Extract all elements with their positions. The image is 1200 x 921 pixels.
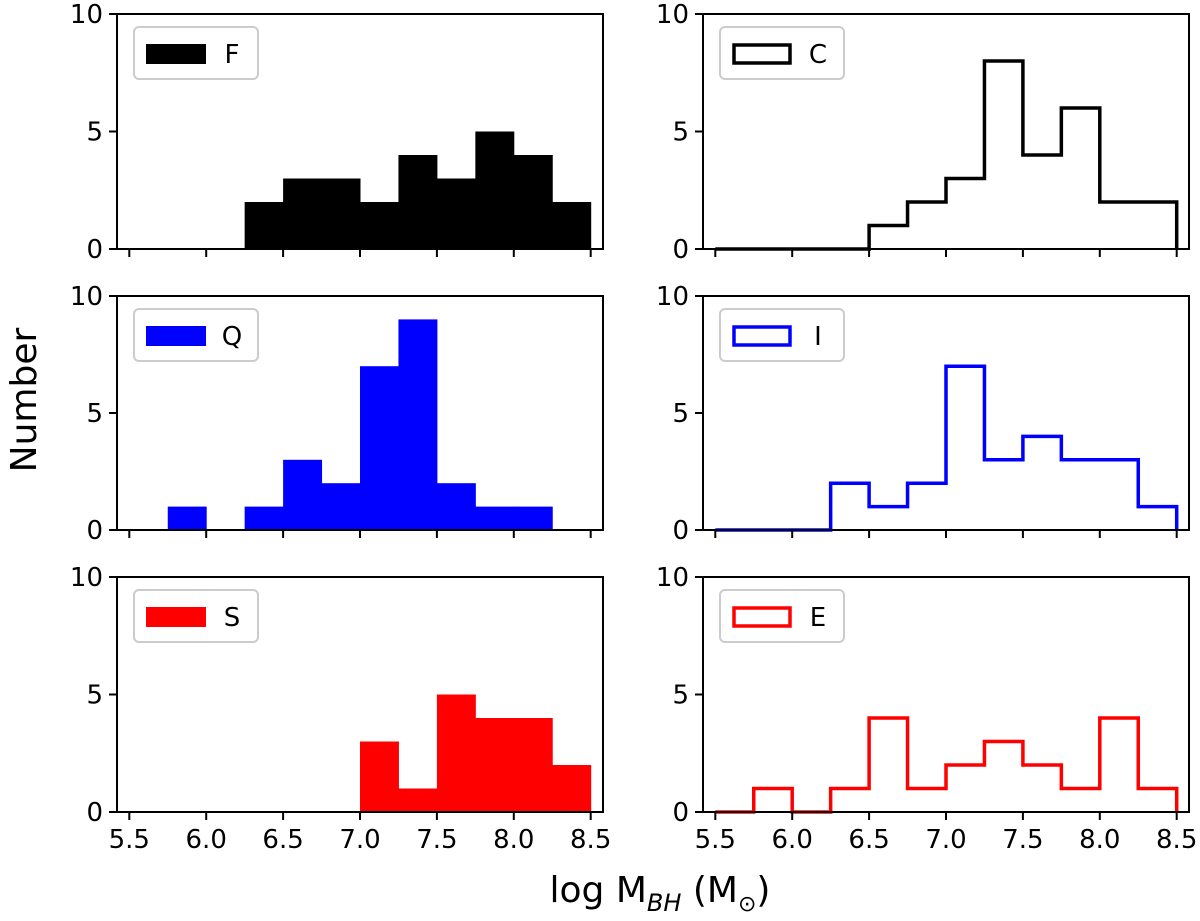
bar-s-11 (552, 765, 592, 812)
bar-f-11 (552, 202, 592, 249)
x-tick-label-e-6.0: 6.0 (772, 825, 813, 855)
bar-q-6 (360, 366, 399, 530)
x-tick-label-s-6.0: 6.0 (186, 825, 227, 855)
bar-s-10 (513, 718, 553, 812)
legend-box-c (719, 26, 845, 80)
legend-i: I (719, 308, 845, 362)
bar-q-8 (436, 483, 476, 530)
x-tick-label-e-7.5: 7.5 (1002, 825, 1043, 855)
legend-label-e: E (810, 603, 826, 633)
bar-f-3 (244, 202, 284, 249)
legend-swatch-f (146, 44, 206, 64)
bar-f-7 (398, 155, 438, 249)
step-line-i (715, 364, 1179, 532)
panel-i: 0 5 10 I (656, 282, 1190, 546)
y-tick-label-f-5: 5 (86, 118, 103, 148)
panels-container: 0 5 10 F 0 5 10 C 0 5 10 Q 0 5 10 I 0 5 10 5.5 6.0 6.5 7.0 7.5 8… (70, 0, 1197, 855)
x-tick-label-s-8.5: 8.5 (570, 825, 611, 855)
bar-q-10 (513, 506, 553, 530)
x-axis-title-subscript: BH (647, 889, 682, 917)
x-axis-title-unit-close: ) (756, 870, 770, 911)
y-tick-label-e-5: 5 (672, 681, 689, 711)
y-tick-label-q-0: 0 (86, 516, 103, 546)
bar-s-7 (398, 788, 438, 812)
y-tick-label-c-10: 10 (656, 0, 689, 30)
legend-label-c: C (809, 40, 827, 70)
panel-c: 0 5 10 C (656, 0, 1190, 265)
x-axis-title: log MBH (M⊙) (550, 870, 771, 917)
legend-label-q: Q (222, 322, 242, 352)
y-tick-label-i-5: 5 (672, 399, 689, 429)
x-tick-label-e-7.0: 7.0 (925, 825, 966, 855)
y-tick-label-f-0: 0 (86, 235, 103, 265)
x-tick-label-s-5.5: 5.5 (109, 825, 150, 855)
y-tick-label-s-0: 0 (86, 798, 103, 828)
legend-e: E (719, 589, 845, 643)
legend-box-i (719, 308, 845, 362)
bar-f-6 (360, 202, 399, 249)
legend-swatch-q (146, 326, 206, 346)
bar-q-9 (475, 506, 515, 530)
x-axis-title-unit-open: (M (681, 870, 738, 911)
y-tick-label-s-10: 10 (70, 563, 103, 593)
y-axis-title: Number (4, 327, 45, 472)
x-tick-label-e-8.0: 8.0 (1079, 825, 1120, 855)
y-tick-label-e-10: 10 (656, 563, 689, 593)
x-tick-label-e-8.5: 8.5 (1156, 825, 1197, 855)
y-tick-label-i-0: 0 (672, 516, 689, 546)
legend-q: Q (133, 308, 259, 362)
bar-f-8 (436, 178, 476, 249)
panel-q: 0 5 10 Q (70, 282, 604, 546)
legend-c: C (719, 26, 845, 80)
legend-f: F (133, 26, 259, 80)
bar-f-5 (321, 178, 361, 249)
x-tick-label-s-7.0: 7.0 (339, 825, 380, 855)
y-tick-label-f-10: 10 (70, 0, 103, 30)
x-tick-label-s-8.0: 8.0 (493, 825, 534, 855)
bar-q-3 (244, 506, 284, 530)
legend-label-f: F (225, 40, 240, 70)
y-tick-label-q-10: 10 (70, 282, 103, 312)
bar-f-4 (283, 178, 323, 249)
x-tick-label-e-6.5: 6.5 (848, 825, 889, 855)
y-tick-label-c-5: 5 (672, 118, 689, 148)
y-tick-label-e-0: 0 (672, 798, 689, 828)
bar-q-5 (321, 483, 361, 530)
y-tick-label-q-5: 5 (86, 399, 103, 429)
bar-s-6 (360, 741, 399, 812)
x-axis-title-main: log M (550, 870, 647, 911)
bar-q-7 (398, 319, 438, 530)
x-tick-label-e-5.5: 5.5 (695, 825, 736, 855)
x-tick-label-s-6.5: 6.5 (262, 825, 303, 855)
legend-label-s: S (224, 603, 241, 633)
legend-s: S (133, 589, 259, 643)
x-axis-title-sun-symbol: ⊙ (738, 892, 756, 917)
panel-f: 0 5 10 F (70, 0, 604, 265)
bar-s-8 (436, 694, 476, 812)
legend-swatch-e (732, 606, 792, 628)
bar-s-9 (475, 718, 515, 812)
step-line-e (715, 716, 1179, 814)
bar-f-9 (475, 131, 515, 249)
legend-swatch-s (146, 607, 206, 627)
legend-swatch-c (732, 43, 792, 65)
y-tick-label-c-0: 0 (672, 235, 689, 265)
bar-q-1 (167, 506, 207, 530)
panel-e: 0 5 10 5.5 6.0 6.5 7.0 7.5 8.0 8.5 E (656, 563, 1197, 855)
step-line-c (715, 59, 1179, 251)
legend-label-i: I (814, 322, 822, 352)
y-tick-label-s-5: 5 (86, 681, 103, 711)
bar-f-10 (513, 155, 553, 249)
y-tick-label-i-10: 10 (656, 282, 689, 312)
panel-s: 0 5 10 5.5 6.0 6.5 7.0 7.5 8.0 8.5 S (70, 563, 611, 855)
legend-box-e (719, 589, 845, 643)
legend-swatch-i (732, 325, 792, 347)
bar-q-4 (283, 459, 323, 530)
x-tick-label-s-7.5: 7.5 (416, 825, 457, 855)
